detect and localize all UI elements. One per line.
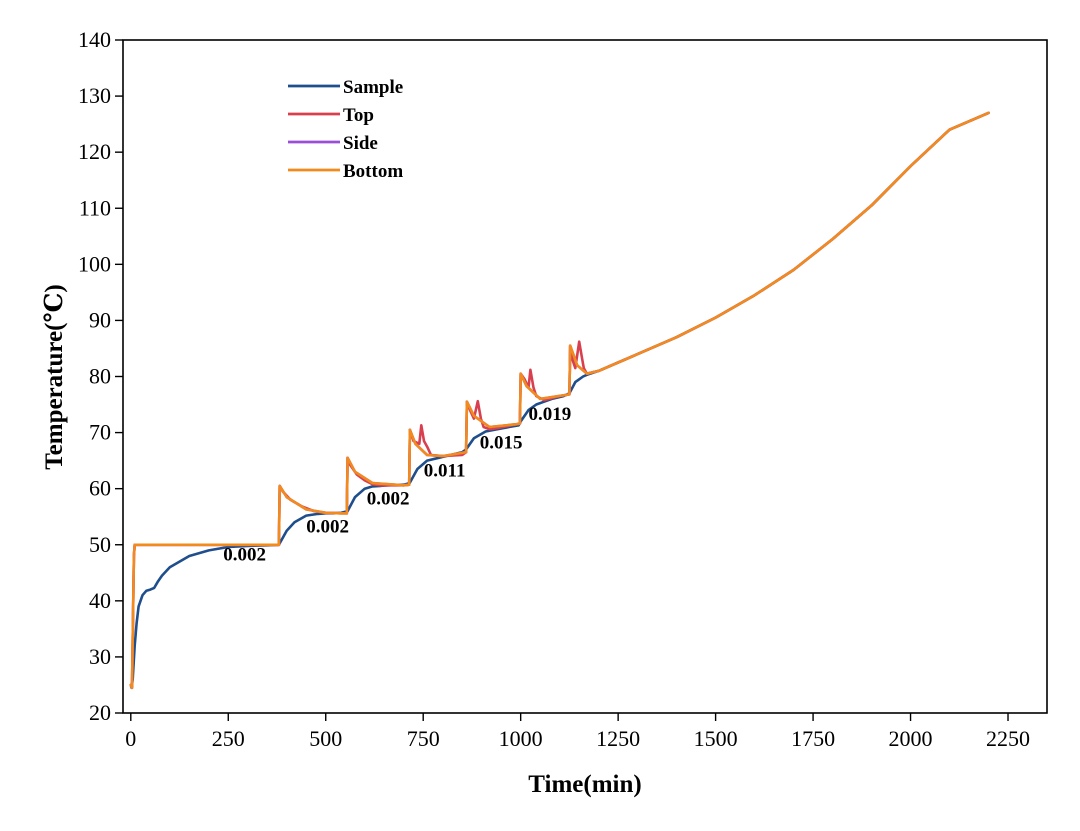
y-tick-label: 40 [89, 588, 111, 613]
y-tick-label: 80 [89, 364, 111, 389]
series-line-side [129, 111, 990, 690]
series-line-bottom [129, 111, 990, 690]
x-tick-label: 1000 [499, 726, 543, 751]
series-layer [129, 111, 990, 690]
x-tick-label: 2250 [986, 726, 1030, 751]
annotation-label: 0.002 [367, 488, 410, 509]
legend-label-bottom: Bottom [343, 161, 403, 182]
x-tick-label: 1250 [596, 726, 640, 751]
y-tick-label: 70 [89, 420, 111, 445]
y-tick-label: 50 [89, 532, 111, 557]
series-line-sample [129, 111, 990, 690]
y-axis-ticks: 20 30 40 50 60 70 80 90 100 110 120 130 140 [78, 27, 123, 725]
annotation-label: 0.015 [480, 432, 523, 453]
x-tick-label: 1500 [694, 726, 738, 751]
y-tick-label: 90 [89, 307, 111, 332]
annotation-label: 0.002 [306, 516, 349, 537]
y-tick-label: 120 [78, 139, 111, 164]
legend: Sample Top Side Bottom [288, 77, 403, 182]
y-tick-label: 110 [79, 195, 111, 220]
series-line-top [129, 111, 990, 690]
y-tick-label: 20 [89, 700, 111, 725]
annotation-label: 0.011 [424, 460, 466, 481]
legend-label-top: Top [343, 105, 374, 126]
y-tick-label: 130 [78, 83, 111, 108]
annotation-label: 0.019 [529, 404, 572, 425]
x-axis-ticks: 0 250 500 750 1000 1250 1500 1750 2000 2250 [125, 713, 1030, 751]
y-tick-label: 100 [78, 251, 111, 276]
x-tick-label: 500 [309, 726, 342, 751]
y-axis-title: Temperature(℃) [41, 284, 68, 469]
legend-label-side: Side [343, 133, 378, 154]
annotation-layer: 0.002 0.002 0.002 0.011 0.015 0.019 [223, 404, 571, 565]
y-tick-label: 60 [89, 476, 111, 501]
x-tick-label: 2000 [889, 726, 933, 751]
x-axis-title: Time(min) [528, 771, 641, 798]
x-tick-label: 0 [125, 726, 136, 751]
x-tick-label: 1750 [791, 726, 835, 751]
annotation-label: 0.002 [223, 544, 266, 565]
x-tick-label: 250 [212, 726, 245, 751]
y-tick-label: 30 [89, 644, 111, 669]
legend-label-sample: Sample [343, 77, 403, 98]
x-tick-label: 750 [407, 726, 440, 751]
y-tick-label: 140 [78, 27, 111, 52]
